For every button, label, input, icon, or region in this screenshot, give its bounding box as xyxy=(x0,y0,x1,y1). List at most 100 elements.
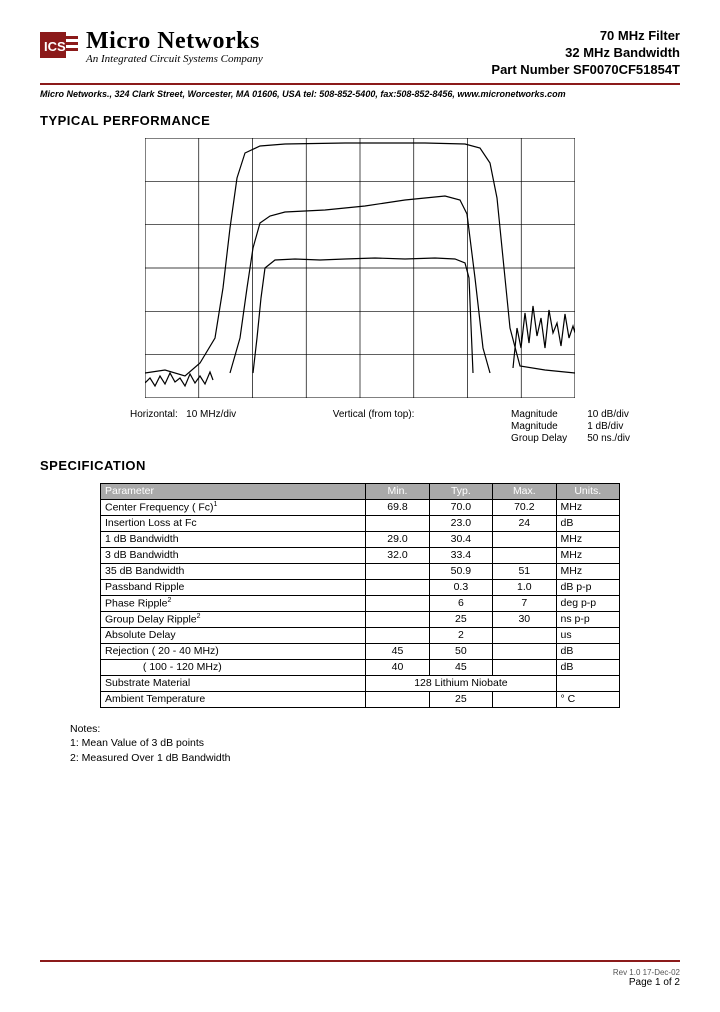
note-1: 1: Mean Value of 3 dB points xyxy=(70,736,680,751)
company-tagline: An Integrated Circuit Systems Company xyxy=(86,53,263,65)
param-cell: 3 dB Bandwidth xyxy=(101,547,366,563)
table-header: Units. xyxy=(556,483,619,499)
typ-cell: 50 xyxy=(429,643,492,659)
performance-heading: TYPICAL PERFORMANCE xyxy=(40,113,680,128)
max-cell xyxy=(493,531,556,547)
typ-cell: 6 xyxy=(429,595,492,611)
chart-legend: Horizontal: 10 MHz/div Vertical (from to… xyxy=(40,409,680,444)
typ-cell: 23.0 xyxy=(429,515,492,531)
note-2: 2: Measured Over 1 dB Bandwidth xyxy=(70,751,680,766)
notes-title: Notes: xyxy=(70,722,680,737)
filter-response-chart xyxy=(145,138,575,398)
unit-cell: ° C xyxy=(556,691,619,707)
min-cell: 69.8 xyxy=(366,499,429,515)
table-row: Center Frequency ( Fc)169.870.070.2MHz xyxy=(101,499,620,515)
param-cell: 35 dB Bandwidth xyxy=(101,563,366,579)
header-rule xyxy=(40,83,680,85)
company-name: Micro Networks xyxy=(86,28,263,55)
unit-cell: MHz xyxy=(556,499,619,515)
unit-cell: dB xyxy=(556,515,619,531)
typ-cell: 0.3 xyxy=(429,579,492,595)
max-cell xyxy=(493,691,556,707)
min-cell xyxy=(366,611,429,627)
max-cell xyxy=(493,547,556,563)
typ-cell: 30.4 xyxy=(429,531,492,547)
table-row: Substrate Material128 Lithium Niobate xyxy=(101,675,620,691)
typ-cell: 25 xyxy=(429,691,492,707)
param-cell: Absolute Delay xyxy=(101,627,366,643)
min-cell xyxy=(366,691,429,707)
product-line-2: 32 MHz Bandwidth xyxy=(491,45,680,62)
notes-block: Notes: 1: Mean Value of 3 dB points 2: M… xyxy=(70,722,680,766)
specification-heading: SPECIFICATION xyxy=(40,458,680,473)
min-cell: 32.0 xyxy=(366,547,429,563)
typ-cell: 25 xyxy=(429,611,492,627)
table-header: Typ. xyxy=(429,483,492,499)
unit-cell: dB xyxy=(556,659,619,675)
product-line-1: 70 MHz Filter xyxy=(491,28,680,45)
unit-cell: deg p-p xyxy=(556,595,619,611)
table-row: Passband Ripple 0.31.0dB p-p xyxy=(101,579,620,595)
typ-cell: 33.4 xyxy=(429,547,492,563)
contact-line: Micro Networks., 324 Clark Street, Worce… xyxy=(40,89,680,99)
param-cell: ( 100 - 120 MHz) xyxy=(101,659,366,675)
table-row: Absolute Delay 2 us xyxy=(101,627,620,643)
max-cell: 51 xyxy=(493,563,556,579)
min-cell xyxy=(366,595,429,611)
typ-cell: 50.9 xyxy=(429,563,492,579)
table-header: Parameter xyxy=(101,483,366,499)
table-row: Ambient Temperature 25 ° C xyxy=(101,691,620,707)
param-cell: Rejection ( 20 - 40 MHz) xyxy=(101,643,366,659)
table-row: Insertion Loss at Fc 23.024dB xyxy=(101,515,620,531)
unit-cell: dB p-p xyxy=(556,579,619,595)
param-cell: Phase Ripple2 xyxy=(101,595,366,611)
page-footer: Rev 1.0 17-Dec-02 Page 1 of 2 xyxy=(40,960,680,988)
min-cell: 29.0 xyxy=(366,531,429,547)
param-cell: 1 dB Bandwidth xyxy=(101,531,366,547)
table-row: Phase Ripple2 67deg p-p xyxy=(101,595,620,611)
param-cell: Ambient Temperature xyxy=(101,691,366,707)
table-row: ( 100 - 120 MHz)4045dB xyxy=(101,659,620,675)
legend-name: Magnitude xyxy=(511,421,567,432)
unit-cell: us xyxy=(556,627,619,643)
min-cell xyxy=(366,563,429,579)
max-cell xyxy=(493,659,556,675)
min-cell: 45 xyxy=(366,643,429,659)
min-cell: 40 xyxy=(366,659,429,675)
page-number: Page 1 of 2 xyxy=(40,977,680,988)
legend-name: Magnitude xyxy=(511,409,567,420)
legend-value: 10 dB/div xyxy=(587,409,630,420)
max-cell: 1.0 xyxy=(493,579,556,595)
unit-cell: dB xyxy=(556,643,619,659)
table-row: 3 dB Bandwidth32.033.4MHz xyxy=(101,547,620,563)
company-logo-icon: ICS xyxy=(40,28,80,62)
unit-cell xyxy=(556,675,619,691)
param-cell: Insertion Loss at Fc xyxy=(101,515,366,531)
revision-text: Rev 1.0 17-Dec-02 xyxy=(40,968,680,977)
product-title-block: 70 MHz Filter 32 MHz Bandwidth Part Numb… xyxy=(491,28,680,79)
svg-text:ICS: ICS xyxy=(44,39,66,54)
table-row: Rejection ( 20 - 40 MHz)4550 dB xyxy=(101,643,620,659)
typ-cell: 2 xyxy=(429,627,492,643)
performance-chart xyxy=(40,138,680,403)
logo-block: ICS Micro Networks An Integrated Circuit… xyxy=(40,28,263,65)
legend-value: 50 ns./div xyxy=(587,433,630,444)
max-cell: 7 xyxy=(493,595,556,611)
merged-cell: 128 Lithium Niobate xyxy=(366,675,556,691)
max-cell xyxy=(493,643,556,659)
min-cell xyxy=(366,515,429,531)
table-row: 35 dB Bandwidth 50.951MHz xyxy=(101,563,620,579)
vert-label: Vertical (from top): xyxy=(236,409,511,444)
unit-cell: MHz xyxy=(556,563,619,579)
param-cell: Center Frequency ( Fc)1 xyxy=(101,499,366,515)
table-header: Min. xyxy=(366,483,429,499)
min-cell xyxy=(366,579,429,595)
specification-table: ParameterMin.Typ.Max.Units. Center Frequ… xyxy=(100,483,620,708)
max-cell: 70.2 xyxy=(493,499,556,515)
table-header: Max. xyxy=(493,483,556,499)
legend-value: 1 dB/div xyxy=(587,421,630,432)
max-cell: 24 xyxy=(493,515,556,531)
param-cell: Passband Ripple xyxy=(101,579,366,595)
product-line-3: Part Number SF0070CF51854T xyxy=(491,62,680,79)
param-cell: Substrate Material xyxy=(101,675,366,691)
